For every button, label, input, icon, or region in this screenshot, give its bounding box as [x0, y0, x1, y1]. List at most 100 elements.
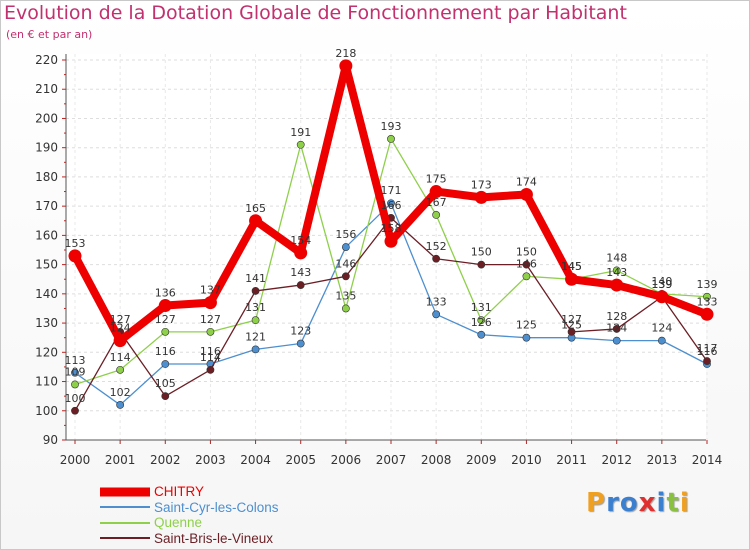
data-label: 158 [381, 222, 402, 235]
data-label: 146 [335, 257, 356, 270]
data-label: 153 [65, 237, 86, 250]
data-label: 114 [200, 351, 221, 364]
data-label: 137 [200, 284, 221, 297]
y-tick-label: 150 [35, 258, 58, 272]
data-point [477, 316, 486, 325]
data-point [251, 316, 260, 325]
data-point [71, 380, 79, 389]
data-label: 166 [381, 199, 402, 212]
logo-letter: t [666, 488, 680, 518]
data-point [116, 401, 125, 409]
data-label: 145 [561, 260, 582, 273]
chart-subtitle: (en € et par an) [6, 28, 93, 41]
y-tick-label: 170 [35, 199, 58, 213]
data-label: 102 [110, 386, 131, 399]
chart-legend: CHITRY Saint-Cyr-les-Colons Quenne Saint-Br… [100, 484, 360, 546]
data-label: 136 [155, 287, 176, 300]
data-point [565, 272, 579, 286]
x-tick-label: 2003 [195, 453, 226, 467]
data-point [477, 330, 486, 339]
data-label: 156 [335, 228, 356, 241]
data-label: 100 [65, 392, 86, 405]
x-tick-label: 2014 [692, 453, 723, 467]
data-label: 116 [200, 345, 221, 358]
data-point [612, 266, 621, 275]
legend-item: Saint-Bris-le-Vineux [100, 531, 360, 547]
legend-item: CHITRY [100, 484, 360, 500]
data-point [429, 185, 443, 199]
data-label: 150 [516, 246, 537, 259]
data-point [432, 254, 441, 263]
data-label: 133 [426, 295, 447, 308]
data-label: 123 [290, 325, 311, 338]
data-point [249, 214, 263, 228]
x-tick-label: 2010 [511, 453, 542, 467]
data-label: 167 [426, 196, 447, 209]
data-label: 135 [335, 289, 356, 302]
data-point [657, 336, 666, 345]
legend-swatch [100, 506, 150, 509]
x-tick-label: 2007 [376, 453, 407, 467]
data-label: 173 [471, 178, 492, 191]
data-point [296, 140, 305, 149]
legend-swatch [100, 487, 150, 497]
data-point [251, 345, 260, 354]
y-tick-label: 190 [35, 141, 58, 155]
proxiti-logo: Proxiti [586, 488, 690, 518]
data-label: 127 [200, 313, 221, 326]
y-tick-label: 130 [35, 316, 58, 330]
data-point [294, 246, 308, 260]
data-label: 117 [697, 342, 718, 355]
data-label: 141 [245, 272, 266, 285]
data-label: 127 [155, 313, 176, 326]
data-label: 139 [651, 278, 672, 291]
data-point [341, 304, 350, 313]
data-point [341, 272, 350, 281]
data-point [206, 327, 215, 336]
data-label: 175 [426, 173, 447, 186]
y-tick-label: 90 [43, 433, 58, 447]
chart-title: Evolution de la Dotation Globale de Fonc… [4, 2, 627, 24]
data-point [384, 234, 398, 248]
data-label: 114 [110, 351, 131, 364]
data-point [161, 327, 170, 336]
data-point [703, 357, 711, 365]
data-point [387, 199, 395, 208]
x-tick-label: 2006 [331, 453, 362, 467]
y-tick-label: 140 [35, 287, 58, 301]
x-tick-label: 2009 [466, 453, 497, 467]
data-point [522, 333, 531, 342]
data-point [432, 310, 441, 319]
data-point [71, 406, 79, 415]
data-point [610, 278, 624, 292]
data-point [700, 307, 714, 321]
data-label: 139 [651, 278, 672, 291]
x-tick-label: 2001 [105, 453, 136, 467]
data-point [387, 135, 395, 143]
data-label: 131 [471, 301, 492, 314]
data-point [158, 299, 172, 313]
data-label: 116 [697, 345, 718, 358]
data-label: 131 [245, 301, 266, 314]
y-tick-label: 100 [35, 404, 58, 418]
data-point [68, 249, 82, 263]
data-label: 126 [471, 316, 492, 329]
data-label: 125 [561, 319, 582, 332]
x-tick-label: 2008 [421, 453, 452, 467]
data-label: 140 [651, 275, 672, 288]
data-label: 121 [245, 330, 266, 343]
y-tick-label: 200 [35, 111, 58, 125]
x-tick-label: 2011 [556, 453, 587, 467]
data-label: 152 [426, 240, 447, 253]
data-label: 174 [516, 175, 537, 188]
data-label: 145 [561, 260, 582, 273]
data-point [522, 272, 531, 281]
logo-letter: x [638, 488, 657, 518]
data-label: 125 [516, 319, 537, 332]
y-tick-label: 220 [35, 53, 58, 67]
logo-letter: o [619, 488, 639, 518]
data-label: 191 [290, 126, 311, 139]
data-label: 113 [65, 354, 86, 367]
data-point [703, 292, 711, 301]
data-label: 109 [65, 365, 86, 378]
